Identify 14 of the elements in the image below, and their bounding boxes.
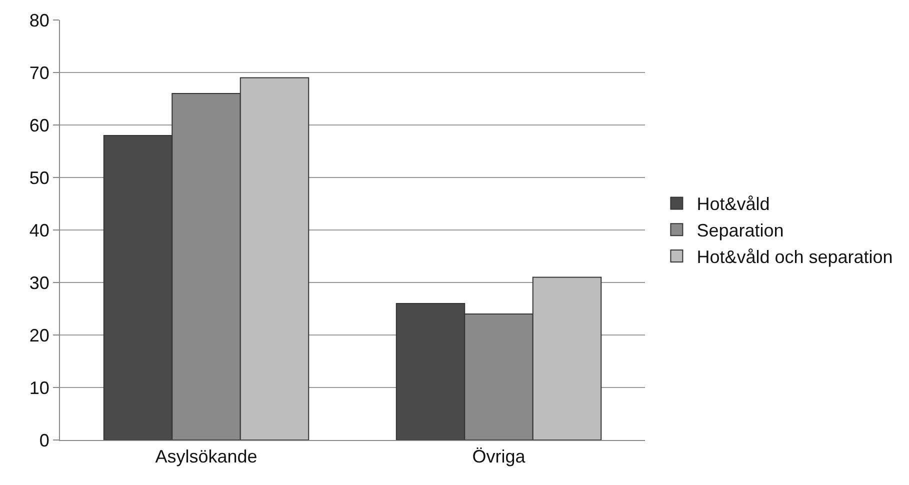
y-tick-label: 0 — [39, 430, 50, 450]
y-tick-label: 80 — [29, 10, 50, 30]
x-tick-label: Övriga — [472, 446, 526, 467]
y-tick-label: 70 — [29, 62, 50, 83]
y-tick-label: 60 — [29, 115, 50, 136]
y-tick-label: 10 — [29, 378, 50, 398]
y-tick-label: 50 — [29, 168, 50, 188]
y-tick-label: 40 — [29, 220, 50, 240]
legend-label: Hot&våld och separation — [696, 247, 893, 268]
x-tick-label: Asylsökande — [155, 446, 258, 467]
legend-label: Hot&våld — [696, 194, 770, 214]
legend-label: Separation — [696, 220, 784, 241]
y-tick-label: 30 — [29, 272, 50, 293]
y-tick-label: 20 — [29, 325, 50, 346]
